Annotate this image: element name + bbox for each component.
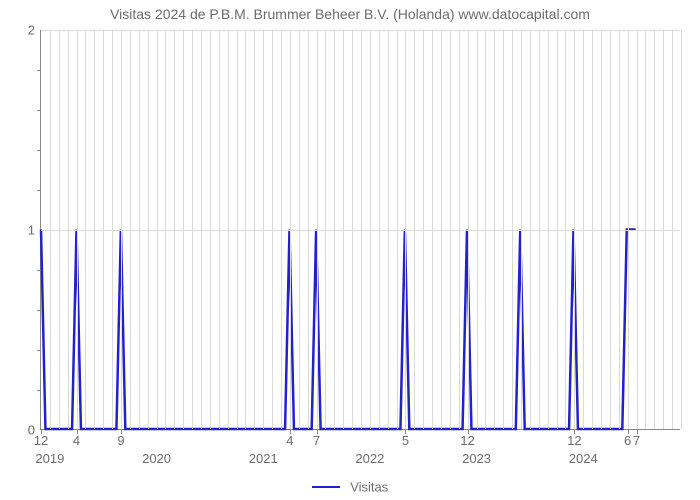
chart-container: Visitas 2024 de P.B.M. Brummer Beheer B.… [0, 0, 700, 500]
y-minor-tick [37, 270, 41, 271]
x-year-label: 2019 [35, 451, 64, 466]
x-year-label: 2022 [355, 451, 384, 466]
x-year-label: 2024 [569, 451, 598, 466]
x-month-label: 9 [117, 433, 124, 448]
x-year-label: 2020 [142, 451, 171, 466]
y-minor-tick [37, 150, 41, 151]
y-minor-tick [37, 390, 41, 391]
plot-area: 0121249475121267201920202021202220232024 [40, 30, 680, 430]
x-month-label: 7 [313, 433, 320, 448]
legend-swatch [312, 486, 340, 488]
y-minor-tick [37, 350, 41, 351]
grid-vline [681, 30, 682, 429]
x-month-label: 4 [73, 433, 80, 448]
x-year-label: 2023 [462, 451, 491, 466]
y-minor-tick [37, 190, 41, 191]
y-minor-tick [37, 310, 41, 311]
x-month-label: 5 [402, 433, 409, 448]
y-minor-tick [37, 70, 41, 71]
x-month-label: 6 [624, 433, 631, 448]
y-tick-label: 2 [28, 23, 35, 38]
x-year-label: 2021 [249, 451, 278, 466]
legend: Visitas [0, 478, 700, 496]
x-month-label: 12 [34, 433, 48, 448]
grid-hline [41, 230, 680, 231]
y-tick-label: 1 [28, 223, 35, 238]
x-month-label: 12 [460, 433, 474, 448]
y-minor-tick [37, 110, 41, 111]
chart-title: Visitas 2024 de P.B.M. Brummer Beheer B.… [0, 6, 700, 22]
legend-label: Visitas [350, 479, 388, 494]
x-month-label: 7 [633, 433, 640, 448]
x-month-label: 12 [567, 433, 581, 448]
grid-hline [41, 30, 680, 31]
x-month-label: 4 [286, 433, 293, 448]
